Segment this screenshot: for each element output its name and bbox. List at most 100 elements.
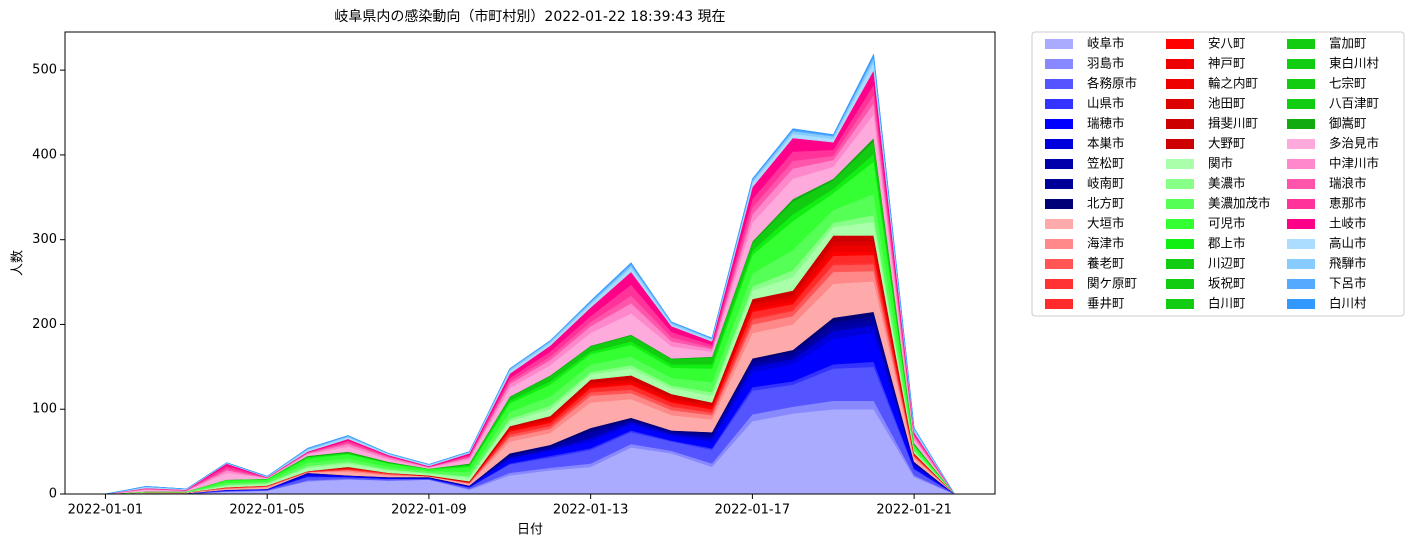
x-tick-label: 2022-01-01 bbox=[68, 503, 144, 518]
x-tick-label: 2022-01-17 bbox=[715, 503, 791, 518]
legend-swatch bbox=[1045, 299, 1073, 309]
legend-label: 高山市 bbox=[1329, 236, 1367, 251]
legend-swatch bbox=[1166, 99, 1194, 109]
legend-swatch bbox=[1166, 299, 1194, 309]
legend-label: 大野町 bbox=[1208, 136, 1246, 151]
legend-label: 岐南町 bbox=[1087, 176, 1125, 191]
legend-label: 中津川市 bbox=[1329, 156, 1379, 171]
legend-swatch bbox=[1045, 39, 1073, 49]
legend-swatch bbox=[1045, 99, 1073, 109]
legend-swatch bbox=[1166, 119, 1194, 129]
legend-swatch bbox=[1045, 179, 1073, 189]
y-tick-label: 200 bbox=[32, 317, 57, 332]
legend-swatch bbox=[1045, 219, 1073, 229]
legend-label: 土岐市 bbox=[1329, 216, 1367, 231]
x-axis-label: 日付 bbox=[517, 523, 543, 538]
legend-label: 本巣市 bbox=[1087, 136, 1125, 151]
legend-label: 飛騨市 bbox=[1329, 256, 1367, 271]
legend-label: 七宗町 bbox=[1329, 76, 1367, 91]
legend-swatch bbox=[1287, 299, 1315, 309]
legend-label: 安八町 bbox=[1208, 36, 1246, 51]
legend-swatch bbox=[1045, 119, 1073, 129]
legend-label: 美濃市 bbox=[1208, 176, 1246, 191]
legend-label: 白川村 bbox=[1329, 296, 1367, 311]
legend-label: 東白川村 bbox=[1329, 56, 1380, 71]
legend-label: 瑞浪市 bbox=[1329, 176, 1367, 191]
legend-label: 養老町 bbox=[1087, 256, 1125, 271]
legend-swatch bbox=[1166, 179, 1194, 189]
legend-label: 坂祝町 bbox=[1208, 276, 1246, 291]
x-tick-label: 2022-01-05 bbox=[229, 503, 305, 518]
legend-swatch bbox=[1045, 259, 1073, 269]
x-tick-label: 2022-01-09 bbox=[391, 503, 467, 518]
legend-swatch bbox=[1287, 79, 1315, 89]
legend-swatch bbox=[1287, 139, 1315, 149]
legend-label: 揖斐川町 bbox=[1208, 116, 1258, 131]
legend-label: 八百津町 bbox=[1329, 96, 1379, 111]
legend-swatch bbox=[1287, 219, 1315, 229]
legend-swatch bbox=[1166, 279, 1194, 289]
legend-swatch bbox=[1045, 139, 1073, 149]
legend-swatch bbox=[1166, 239, 1194, 249]
legend-label: 北方町 bbox=[1087, 196, 1125, 211]
legend-label: 羽島市 bbox=[1087, 56, 1125, 71]
legend-swatch bbox=[1287, 239, 1315, 249]
legend-swatch bbox=[1166, 259, 1194, 269]
legend-swatch bbox=[1287, 279, 1315, 289]
legend-swatch bbox=[1166, 59, 1194, 69]
legend-label: 池田町 bbox=[1208, 96, 1246, 111]
x-tick-label: 2022-01-13 bbox=[553, 503, 629, 518]
y-tick-label: 0 bbox=[49, 487, 57, 502]
legend-swatch bbox=[1166, 159, 1194, 169]
y-axis-label: 人数 bbox=[11, 250, 26, 276]
legend-label: 白川町 bbox=[1208, 296, 1246, 311]
legend-swatch bbox=[1287, 99, 1315, 109]
legend-swatch bbox=[1045, 79, 1073, 89]
legend-label: 美濃加茂市 bbox=[1208, 196, 1271, 211]
legend-label: 可児市 bbox=[1208, 216, 1246, 231]
legend-swatch bbox=[1287, 39, 1315, 49]
legend-swatch bbox=[1166, 139, 1194, 149]
plot-frame bbox=[64, 31, 996, 495]
legend-swatch bbox=[1287, 259, 1315, 269]
legend-label: 多治見市 bbox=[1329, 136, 1379, 151]
legend-swatch bbox=[1166, 219, 1194, 229]
y-tick-label: 400 bbox=[32, 147, 57, 162]
y-tick-label: 300 bbox=[32, 232, 57, 247]
legend-label: 関市 bbox=[1208, 156, 1233, 171]
legend-swatch bbox=[1166, 39, 1194, 49]
legend-swatch bbox=[1045, 159, 1073, 169]
legend-swatch bbox=[1287, 59, 1315, 69]
legend-swatch bbox=[1045, 279, 1073, 289]
legend-label: 笠松町 bbox=[1087, 156, 1125, 171]
legend-swatch bbox=[1045, 199, 1073, 209]
legend-swatch bbox=[1287, 199, 1315, 209]
legend-label: 御嵩町 bbox=[1329, 116, 1367, 131]
legend-swatch bbox=[1166, 199, 1194, 209]
legend-label: 神戸町 bbox=[1208, 56, 1246, 71]
legend-swatch bbox=[1287, 179, 1315, 189]
legend-label: 各務原市 bbox=[1087, 76, 1137, 91]
legend-swatch bbox=[1045, 59, 1073, 69]
y-tick-label: 100 bbox=[32, 402, 57, 417]
legend-label: 山県市 bbox=[1087, 96, 1125, 111]
legend-label: 富加町 bbox=[1329, 36, 1367, 51]
legend-swatch bbox=[1045, 239, 1073, 249]
chart-title: 岐阜県内の感染動向（市町村別）2022-01-22 18:39:43 現在 bbox=[334, 8, 725, 25]
legend-label: 恵那市 bbox=[1329, 196, 1367, 211]
legend-label: 垂井町 bbox=[1087, 296, 1125, 311]
legend-swatch bbox=[1287, 159, 1315, 169]
legend-label: 大垣市 bbox=[1087, 216, 1125, 231]
legend-label: 郡上市 bbox=[1208, 236, 1246, 251]
plot-area bbox=[105, 53, 955, 495]
legend-label: 岐阜市 bbox=[1087, 36, 1125, 51]
legend-label: 川辺町 bbox=[1208, 256, 1246, 271]
legend-label: 関ケ原町 bbox=[1087, 276, 1137, 291]
x-tick-label: 2022-01-21 bbox=[876, 503, 952, 518]
legend-swatch bbox=[1166, 79, 1194, 89]
y-tick-label: 500 bbox=[32, 63, 57, 78]
legend-label: 海津市 bbox=[1087, 236, 1125, 251]
legend-label: 輪之内町 bbox=[1208, 76, 1258, 91]
legend-swatch bbox=[1287, 119, 1315, 129]
